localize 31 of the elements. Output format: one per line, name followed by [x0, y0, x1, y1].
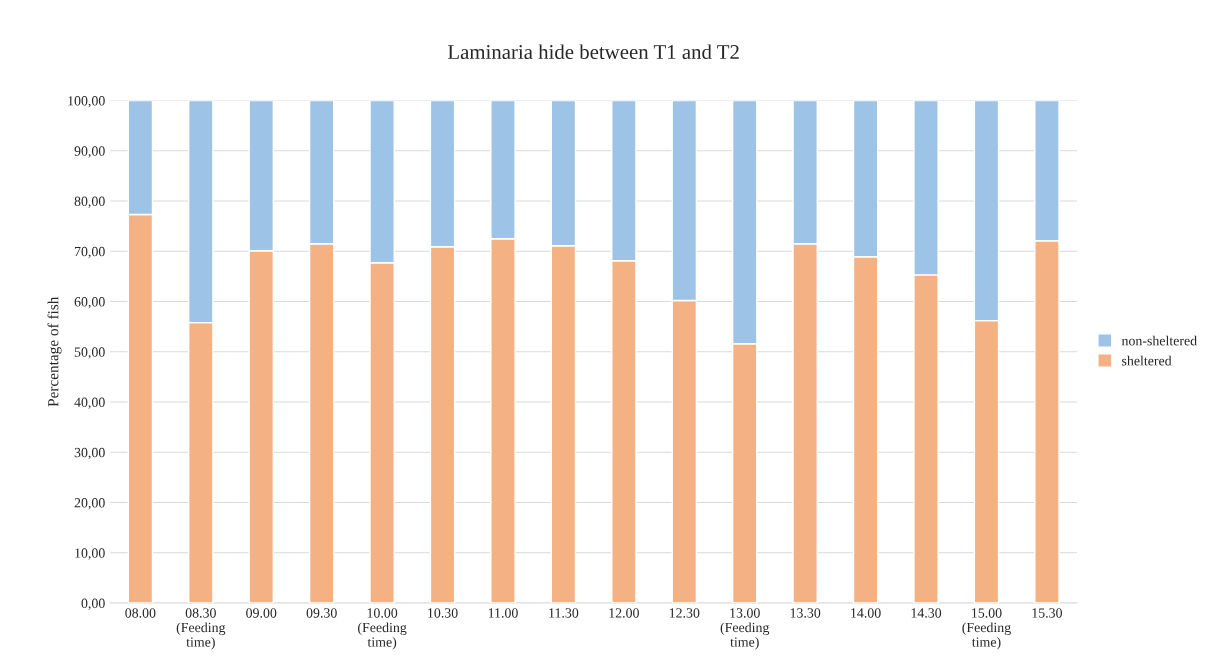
y-tick-label: 10,00 [75, 548, 105, 560]
x-tick-label: 15.00 (Feeding time) [962, 608, 1011, 650]
y-tick-label: 40,00 [74, 397, 105, 409]
y-tick-label: 100,00 [68, 96, 105, 108]
x-tick-label: 14.00 [851, 608, 881, 618]
x-tick-label: 09.00 [246, 608, 277, 618]
y-tick-label: 70,00 [74, 246, 105, 259]
y-tick-label: 60,00 [74, 297, 105, 309]
x-tick-label: 14.30 [911, 608, 942, 618]
y-tick-label: 30,00 [74, 447, 105, 460]
y-tick-label: 50,00 [74, 347, 105, 359]
x-tick-label: 09.30 [306, 608, 337, 618]
x-tick-label: 10.00 (Feeding time) [358, 608, 407, 650]
x-tick-label: 12.30 [669, 608, 700, 618]
x-tick-label: 15.30 [1032, 608, 1062, 618]
legend-label: sheltered [1122, 355, 1172, 366]
x-tick-label: 08.00 [125, 608, 156, 618]
y-tick-label: 80,00 [74, 196, 105, 208]
x-tick-label: 13.00 (Feeding time) [720, 608, 770, 650]
x-tick-label: 12.00 [609, 608, 639, 618]
x-tick-label: 11.30 [549, 608, 579, 618]
chart-title: Laminaria hide between T1 and T2 [447, 44, 739, 60]
x-tick-label: 08.30 (Feeding time) [176, 608, 226, 650]
x-tick-label: 11.00 [488, 608, 518, 618]
y-axis-title: Percentage of fish [47, 296, 62, 407]
legend-label: non-sheltered [1121, 335, 1197, 346]
x-tick-label: 10.30 [428, 608, 458, 618]
x-tick-label: 13.30 [790, 608, 821, 618]
y-tick-label: 90,00 [74, 146, 105, 158]
y-tick-label: 20,00 [74, 498, 105, 510]
y-tick-label: 0,00 [81, 598, 105, 610]
